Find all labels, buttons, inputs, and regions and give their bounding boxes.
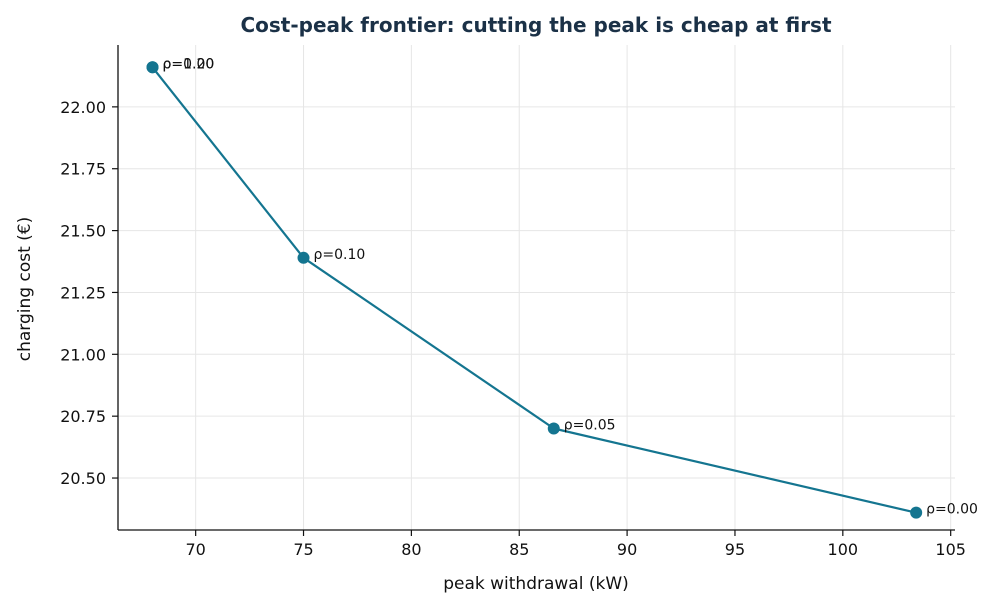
point-labels: ρ=0.20ρ=1.00 ρ=0.10 ρ=0.05 ρ=0.00 [163,56,978,517]
y-ticks: 20.50 20.75 21.00 21.25 21.50 21.75 22.00 [60,98,118,488]
point-label: ρ=0.20 [163,56,215,72]
x-tick-label: 75 [293,540,313,559]
x-tick-label: 105 [935,540,966,559]
y-tick-label: 20.50 [60,469,106,488]
series-line-group [151,66,917,514]
data-point [910,506,923,519]
x-tick-label: 90 [617,540,637,559]
data-points [146,61,923,519]
x-tick-label: 100 [828,540,859,559]
point-label: ρ=0.00 [926,502,978,518]
x-tick-label: 85 [509,540,529,559]
x-tick-label: 95 [725,540,745,559]
x-ticks: 70 75 80 85 90 95 100 105 [185,530,966,559]
x-axis-label: peak withdrawal (kW) [443,574,629,594]
y-axis-label: charging cost (€) [15,217,35,361]
y-tick-label: 22.00 [60,98,106,117]
point-label: ρ=0.10 [314,247,366,263]
data-point [146,61,159,74]
y-tick-label: 21.00 [60,345,106,364]
y-tick-label: 21.25 [60,283,106,302]
data-point [547,422,560,435]
data-point [297,251,310,264]
point-label: ρ=1.00 [163,56,215,72]
chart-title: Cost-peak frontier: cutting the peak is … [240,13,831,37]
x-tick-label: 80 [401,540,421,559]
y-tick-label: 21.50 [60,222,106,241]
y-tick-label: 21.75 [60,160,106,179]
x-tick-label: 70 [185,540,205,559]
grid [118,45,955,530]
point-label: ρ=0.05 [564,418,616,434]
y-tick-label: 20.75 [60,407,106,426]
series-line [151,66,917,514]
